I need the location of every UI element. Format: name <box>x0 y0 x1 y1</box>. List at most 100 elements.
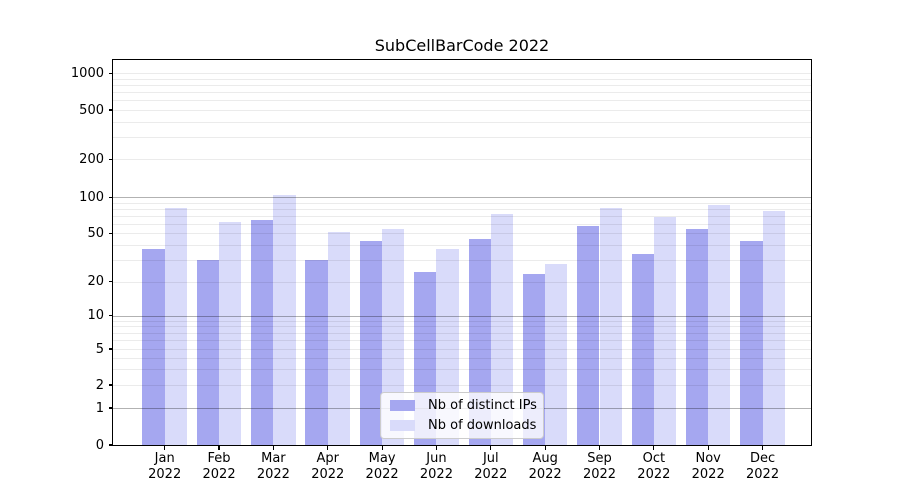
x-tick-year: 2022 <box>582 466 617 482</box>
minor-gridline <box>113 159 811 161</box>
bar-nov-downloads <box>708 204 731 445</box>
bar-dec-distinct-ips <box>740 241 763 445</box>
minor-gridline <box>113 137 811 139</box>
x-tick-label: Jun 2022 <box>406 451 466 482</box>
minor-gridline <box>113 122 811 123</box>
y-tick-mark <box>108 314 113 317</box>
minor-gridline <box>113 85 811 87</box>
y-tick-mark <box>108 196 113 198</box>
x-tick-year: 2022 <box>311 466 345 482</box>
x-tick-year: 2022 <box>365 466 399 482</box>
x-tick-year: 2022 <box>691 466 725 482</box>
x-tick-month: Oct <box>642 451 666 466</box>
bar-jan-downloads <box>164 208 187 445</box>
bar-aug-downloads <box>545 263 568 445</box>
y-tick-label: 1 <box>95 400 104 416</box>
minor-gridline <box>113 78 811 80</box>
y-tick-mark <box>108 72 113 74</box>
x-tick-mark <box>653 446 655 450</box>
x-tick-mark <box>435 446 438 450</box>
chart-title: SubCellBarCode 2022 <box>374 36 550 55</box>
x-tick-mark <box>272 446 274 450</box>
y-tick-label: 200 <box>79 151 104 167</box>
x-tick-month: Dec <box>749 451 776 466</box>
major-gridline <box>113 197 811 199</box>
bar-oct-downloads <box>653 217 677 445</box>
x-tick-month: Aug <box>532 451 558 466</box>
bar-mar-downloads <box>273 195 296 445</box>
y-tick-label: 1000 <box>70 65 104 81</box>
legend-row-downloads: Nb of downloads <box>381 418 543 434</box>
minor-gridline <box>113 208 811 210</box>
y-tick-mark <box>108 444 113 446</box>
y-tick-label: 5 <box>95 341 104 357</box>
y-tick-mark <box>108 158 113 160</box>
minor-gridline <box>113 73 811 75</box>
x-tick-label: Nov 2022 <box>678 451 738 482</box>
y-tick-mark <box>108 109 113 111</box>
minor-gridline <box>113 202 811 204</box>
legend-label-distinct-ips: Nb of distinct IPs <box>428 398 537 413</box>
plot-area: Nb of distinct IPs Nb of downloads <box>112 59 812 446</box>
bar-oct-distinct-ips <box>631 253 654 445</box>
y-tick-mark <box>108 281 113 283</box>
minor-gridline <box>113 100 811 102</box>
x-tick-label: Mar 2022 <box>243 451 303 482</box>
x-tick-month: Nov <box>695 451 721 466</box>
x-tick-year: 2022 <box>202 466 236 482</box>
bar-may-distinct-ips <box>359 241 383 445</box>
x-tick-year: 2022 <box>746 466 780 482</box>
x-tick-mark <box>761 446 764 450</box>
bar-sep-downloads <box>599 207 622 445</box>
bar-apr-distinct-ips <box>305 260 328 445</box>
bar-nov-distinct-ips <box>685 229 709 445</box>
minor-gridline <box>113 215 811 217</box>
bar-dec-downloads <box>762 210 785 445</box>
bar-jul-downloads <box>490 214 514 445</box>
legend-swatch-downloads <box>390 420 415 431</box>
x-tick-month: Apr <box>316 451 340 466</box>
y-tick-mark <box>108 407 113 409</box>
minor-gridline <box>113 92 811 94</box>
x-tick-month: Jun <box>426 451 447 466</box>
x-tick-mark <box>327 446 329 450</box>
bar-mar-distinct-ips <box>251 219 274 445</box>
bar-feb-downloads <box>219 222 242 445</box>
x-tick-label: Aug 2022 <box>515 451 575 482</box>
x-tick-mark <box>218 446 220 450</box>
legend: Nb of distinct IPs Nb of downloads <box>380 392 544 439</box>
y-tick-mark <box>108 232 113 234</box>
y-tick-mark <box>108 384 113 386</box>
x-tick-month: Jan <box>154 451 175 466</box>
x-tick-label: Sep 2022 <box>570 451 630 482</box>
y-tick-label: 500 <box>79 102 104 118</box>
x-tick-year: 2022 <box>637 466 671 482</box>
y-tick-label: 20 <box>87 274 104 290</box>
x-tick-mark <box>381 446 383 450</box>
x-tick-label: Apr 2022 <box>298 451 358 482</box>
x-tick-label: Jan 2022 <box>135 451 195 482</box>
y-tick-mark <box>108 348 113 350</box>
x-tick-month: May <box>368 451 396 466</box>
bar-sep-distinct-ips <box>577 226 600 445</box>
x-tick-year: 2022 <box>148 466 182 482</box>
y-tick-label: 2 <box>95 377 104 393</box>
legend-row-distinct-ips: Nb of distinct IPs <box>381 398 543 414</box>
x-tick-month: Feb <box>207 451 231 466</box>
legend-swatch-distinct-ips <box>390 400 415 411</box>
legend-label-downloads: Nb of downloads <box>428 418 537 433</box>
x-tick-mark <box>544 446 546 450</box>
x-tick-mark <box>598 446 601 450</box>
bar-apr-downloads <box>327 232 351 445</box>
x-tick-label: Oct 2022 <box>624 451 684 482</box>
bar-may-downloads <box>382 229 405 445</box>
y-tick-label: 50 <box>87 225 104 241</box>
x-tick-month: Mar <box>261 451 286 466</box>
bar-feb-distinct-ips <box>196 260 220 445</box>
x-tick-label: Jul 2022 <box>461 451 521 482</box>
y-tick-label: 100 <box>79 189 104 205</box>
minor-gridline <box>113 223 811 225</box>
x-tick-month: Sep <box>587 451 612 466</box>
x-tick-year: 2022 <box>474 466 508 482</box>
